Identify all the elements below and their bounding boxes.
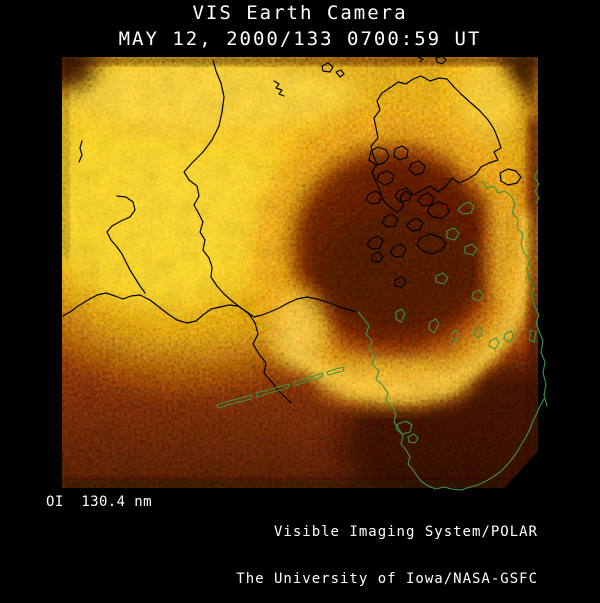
credit-block: Visible Imaging System/POLAR The Univers… <box>236 494 538 603</box>
credit-line-instrument: Visible Imaging System/POLAR <box>273 524 538 540</box>
coastline-overlay-black <box>62 55 522 404</box>
camera-frame <box>62 57 538 488</box>
page-title: VIS Earth Camera <box>192 2 408 24</box>
credit-line-institution: The University of Iowa/NASA-GSFC <box>236 570 538 587</box>
coastline-overlay-green <box>216 169 548 491</box>
vis-earth-camera-page: { "header": { "title": "VIS Earth Camera… <box>46 2 548 587</box>
noise-texture <box>62 57 538 488</box>
datetime-label: MAY 12, 2000/133 0700:59 UT <box>118 28 482 50</box>
wavelength-label: OI 130.4 nm <box>46 494 152 510</box>
corner-cut <box>504 450 539 489</box>
aurora-image <box>62 55 548 491</box>
